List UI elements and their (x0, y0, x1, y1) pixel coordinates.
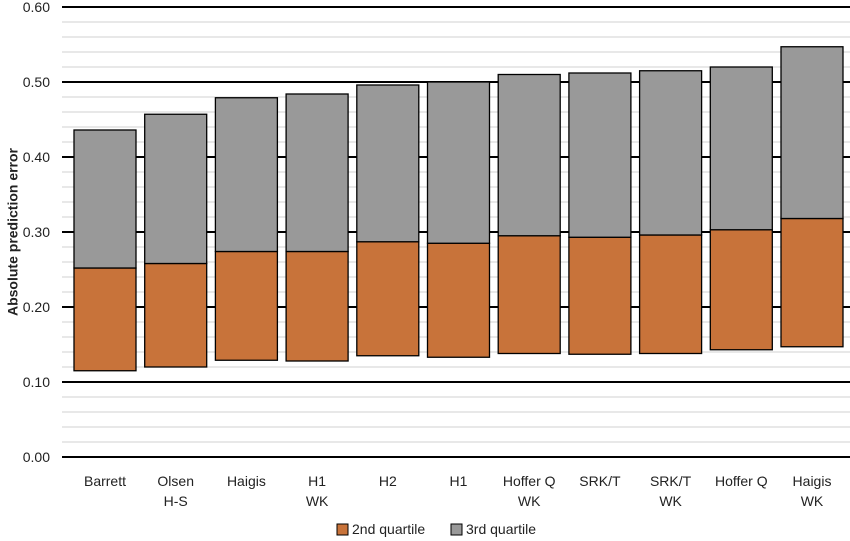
bar-3rd-quartile (780, 46, 844, 220)
bar-2nd-quartile (497, 235, 561, 355)
x-tick-label: WK (518, 493, 541, 509)
x-tick-label: WK (659, 493, 682, 509)
x-tick-label: H-S (164, 493, 188, 509)
x-tick-label: WK (801, 493, 824, 509)
bar-2nd-quartile (426, 242, 491, 358)
y-tick-label: 0.60 (23, 0, 50, 15)
bar-3rd-quartile (568, 72, 632, 238)
x-tick-label: Hoffer Q (715, 473, 768, 489)
bar-2nd-quartile (709, 229, 773, 351)
y-axis-label: Absolute prediction error (5, 147, 21, 316)
legend-swatch (336, 523, 349, 536)
y-tick-label: 0.30 (23, 224, 50, 240)
x-tick-label: SRK/T (650, 473, 692, 489)
bar-3rd-quartile (426, 81, 491, 244)
bar-2nd-quartile (356, 241, 420, 357)
x-tick-label: Haigis (227, 473, 266, 489)
legend-swatch (450, 523, 463, 536)
y-tick-label: 0.10 (23, 374, 50, 390)
x-tick-label: H1 (308, 473, 326, 489)
legend-label: 3rd quartile (466, 521, 536, 537)
legend: 2nd quartile 3rd quartile (336, 521, 536, 537)
x-tick-label: Barrett (84, 473, 126, 489)
y-tick-label: 0.20 (23, 299, 50, 315)
bar-2nd-quartile (144, 262, 208, 368)
y-tick-label: 0.40 (23, 149, 50, 165)
bar-3rd-quartile (709, 66, 773, 231)
bar-2nd-quartile (780, 217, 844, 348)
x-tick-label: WK (306, 493, 329, 509)
bar-2nd-quartile (638, 234, 703, 355)
bar-3rd-quartile (73, 129, 137, 269)
bar-3rd-quartile (638, 70, 703, 236)
bar-3rd-quartile (285, 93, 349, 253)
x-tick-label: H1 (450, 473, 468, 489)
x-tick-label: H2 (379, 473, 397, 489)
x-tick-label: Haigis (793, 473, 832, 489)
x-tick-labels: Barrett Olsen H-S Haigis H1 WK H2 H1 Hoffer Q WK S… (84, 473, 831, 509)
legend-label: 2nd quartile (352, 521, 425, 537)
bar-3rd-quartile (497, 73, 561, 237)
bar-2nd-quartile (73, 267, 137, 372)
bar-2nd-quartile (285, 250, 349, 362)
bar-3rd-quartile (144, 113, 208, 265)
x-tick-label: SRK/T (579, 473, 621, 489)
y-tick-label: 0.00 (23, 449, 50, 465)
y-tick-labels: 0.00 0.10 0.20 0.30 0.40 0.50 0.60 (23, 0, 50, 465)
bar-3rd-quartile (356, 84, 420, 243)
x-tick-label: Olsen (157, 473, 194, 489)
y-tick-label: 0.50 (23, 74, 50, 90)
bar-2nd-quartile (568, 236, 632, 355)
bar-3rd-quartile (214, 97, 279, 253)
bars (73, 46, 844, 372)
x-tick-label: Hoffer Q (503, 473, 556, 489)
bar-2nd-quartile (214, 250, 279, 361)
